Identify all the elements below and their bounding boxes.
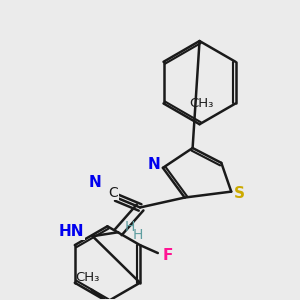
Text: N: N — [148, 158, 160, 172]
Text: H: H — [125, 220, 135, 234]
Text: H: H — [132, 228, 142, 242]
Text: F: F — [163, 248, 173, 262]
Text: C: C — [109, 186, 118, 200]
Text: S: S — [234, 186, 245, 201]
Text: CH₃: CH₃ — [189, 98, 214, 110]
Text: HN: HN — [59, 224, 85, 239]
Text: N: N — [88, 175, 101, 190]
Text: CH₃: CH₃ — [75, 271, 100, 284]
